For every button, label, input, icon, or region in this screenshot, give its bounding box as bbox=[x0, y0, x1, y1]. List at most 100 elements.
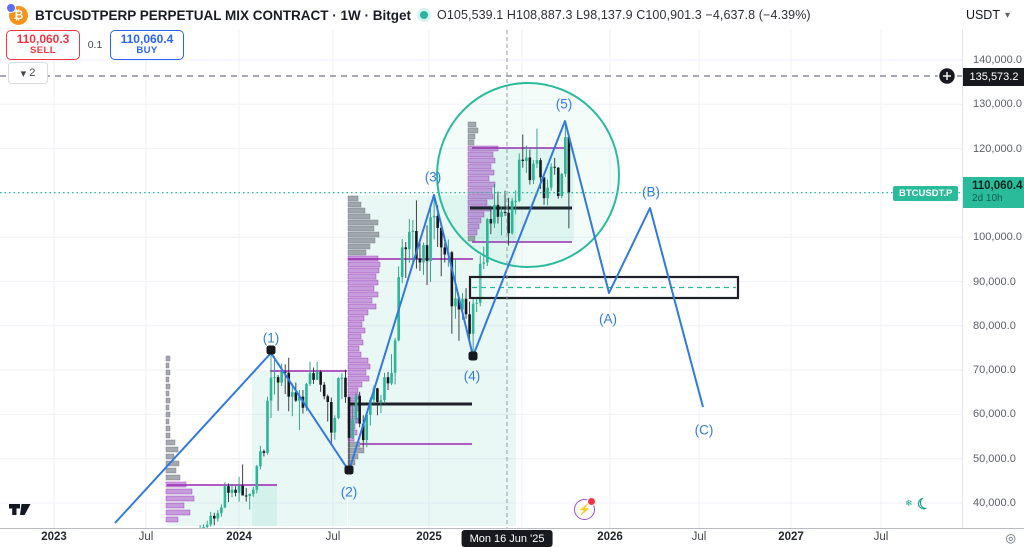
wave5-highlight-circle bbox=[436, 82, 620, 268]
candle-body bbox=[457, 298, 461, 310]
candle-body bbox=[546, 187, 549, 199]
candle-body bbox=[461, 298, 464, 310]
chevron-down-icon: ▾ bbox=[20, 67, 27, 80]
candle-body bbox=[305, 383, 308, 408]
broker-overlay-icon bbox=[6, 2, 16, 13]
candle-body bbox=[230, 489, 234, 493]
boost-button[interactable]: ⚡ bbox=[574, 497, 596, 520]
volume-profile-bar bbox=[347, 225, 375, 232]
price-chart-canvas[interactable]: (1) (2) (3) (4) (5) (A) (B) (C) bbox=[0, 0, 962, 528]
candle-body bbox=[496, 204, 500, 217]
volume-profile-bar bbox=[347, 249, 367, 256]
chart-topbar: ₿ BTCUSDTPERP PERPETUAL MIX CONTRACT · 1… bbox=[0, 0, 1024, 30]
candle-body bbox=[212, 515, 216, 519]
volume-profile-bar bbox=[467, 157, 496, 164]
volume-profile-bar bbox=[467, 193, 494, 200]
session-icons[interactable]: ❄ ☾ bbox=[905, 494, 933, 515]
price-tick-label: 90,000.0 bbox=[973, 275, 1016, 288]
candle-body bbox=[386, 377, 390, 384]
candle-body bbox=[227, 486, 230, 493]
candle-body bbox=[503, 211, 507, 213]
candle-body bbox=[379, 400, 383, 402]
candle-body bbox=[486, 219, 489, 263]
candle-body bbox=[517, 159, 521, 201]
currency-selector[interactable]: USDT ▾ bbox=[965, 8, 1010, 22]
volume-profile-bar bbox=[165, 376, 170, 383]
candle-body bbox=[361, 423, 365, 441]
price-tick-label: 140,000.0 bbox=[973, 54, 1022, 66]
candle-body bbox=[354, 395, 358, 420]
time-tick-label: 2026 bbox=[597, 531, 623, 543]
candle-body bbox=[454, 298, 457, 307]
buy-button[interactable]: 110,060.4 BUY bbox=[110, 30, 184, 60]
candle-body bbox=[205, 524, 209, 527]
candle-body bbox=[514, 200, 517, 202]
candle-body bbox=[418, 258, 422, 263]
volume-profile-bar bbox=[165, 467, 177, 474]
candle-body bbox=[220, 507, 223, 514]
volume-profile-bar bbox=[165, 439, 176, 446]
volume-profile-bar bbox=[165, 446, 179, 453]
candle-body bbox=[244, 495, 248, 497]
candle-body bbox=[542, 177, 546, 199]
price-axis[interactable]: 135,573.2 110,060.4 2d 10h 140,000.0 130,… bbox=[962, 30, 1024, 528]
price-tick-label: 50,000.0 bbox=[973, 452, 1016, 465]
volume-profile-bar bbox=[467, 127, 479, 134]
moon-icon: ☾ bbox=[914, 494, 933, 515]
volume-profile-bar bbox=[165, 495, 195, 502]
sell-button[interactable]: 110,060.3 SELL bbox=[6, 30, 80, 60]
volume-profile-bar bbox=[347, 261, 381, 268]
symbol-price-tag: BTCUSDT.P bbox=[893, 185, 959, 201]
price-tick-label: 120,000.0 bbox=[973, 142, 1022, 155]
candle-body bbox=[280, 371, 283, 383]
volume-profile-bar bbox=[467, 139, 475, 146]
volume-profile-bar bbox=[347, 363, 371, 370]
candle-body bbox=[521, 159, 525, 162]
candle-body bbox=[255, 466, 259, 490]
crosshair-date-label: Mon 16 Jun '25 bbox=[461, 530, 553, 547]
candle-body bbox=[276, 377, 280, 383]
candle-body bbox=[450, 252, 454, 307]
candle-body bbox=[326, 396, 330, 402]
tradingview-logo[interactable] bbox=[9, 501, 33, 522]
candle-body bbox=[436, 215, 439, 228]
candle-body bbox=[560, 173, 564, 197]
ohlc-values: O105,539.1 H108,887.3 L98,137.9 C100,901… bbox=[437, 8, 811, 22]
candle-body bbox=[308, 373, 312, 384]
candle-body bbox=[549, 166, 553, 188]
volume-profile-bar bbox=[347, 213, 371, 220]
volume-profile-bar bbox=[347, 315, 365, 322]
volume-profile-bar bbox=[347, 321, 363, 328]
volume-profile-bar bbox=[347, 387, 359, 394]
volume-profile-bar bbox=[165, 404, 170, 411]
volume-profile-bar bbox=[165, 474, 181, 481]
time-axis[interactable]: Mon 16 Jun '25 ◎ 2023 Jul 2024 Jul 2025 2026 J… bbox=[0, 528, 1024, 547]
drawings-collapse-button[interactable]: ▾ 2 bbox=[8, 62, 48, 84]
volume-profile-bar bbox=[347, 375, 370, 382]
volume-profile-bar bbox=[347, 309, 369, 316]
market-status-icon[interactable] bbox=[420, 11, 429, 19]
volume-profile-bar bbox=[165, 509, 191, 516]
candle-body bbox=[425, 245, 429, 262]
time-tick-label: 2024 bbox=[226, 531, 252, 543]
wave-label: (A) bbox=[599, 312, 617, 327]
candle-body bbox=[489, 219, 493, 224]
volume-profile-bar bbox=[165, 516, 179, 523]
time-tick-label: 2023 bbox=[41, 531, 67, 543]
price-tick-label: 100,000.0 bbox=[973, 231, 1022, 244]
candle-body bbox=[337, 378, 340, 418]
crosshair-price-label: 135,573.2 bbox=[963, 68, 1024, 86]
volume-profile-bar bbox=[165, 453, 175, 460]
timezone-settings-icon[interactable]: ◎ bbox=[1005, 531, 1016, 545]
candle-body bbox=[234, 489, 237, 493]
volume-profile-bar bbox=[347, 303, 377, 310]
volume-profile-bar bbox=[467, 199, 488, 206]
symbol-title[interactable]: BTCUSDTPERP PERPETUAL MIX CONTRACT · 1W … bbox=[35, 7, 412, 23]
volume-profile-bar bbox=[165, 355, 171, 362]
volume-profile-bar bbox=[467, 163, 492, 170]
chevron-down-icon: ▾ bbox=[1004, 9, 1010, 21]
pivot-marker bbox=[344, 465, 354, 475]
candle-body bbox=[432, 215, 436, 218]
spread-value: 0.1 bbox=[87, 39, 103, 51]
volume-profile-bar bbox=[467, 175, 490, 182]
